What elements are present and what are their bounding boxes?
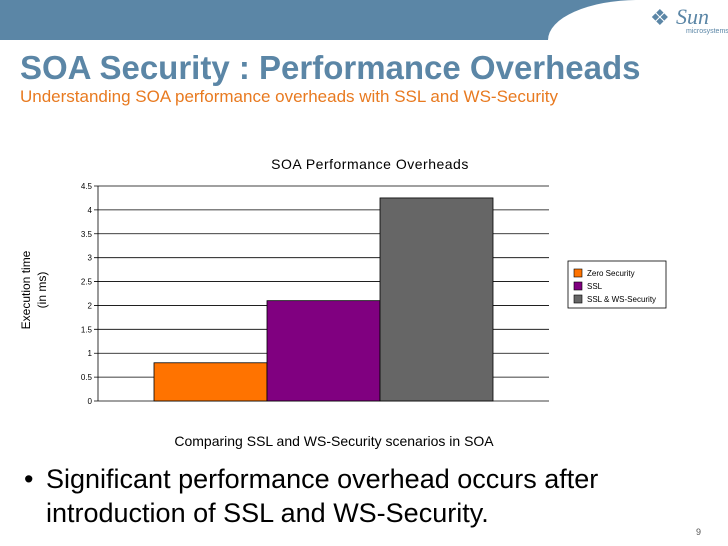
y-tick-label: 4	[88, 206, 93, 215]
legend-swatch	[573, 281, 583, 291]
y-tick-labels: 0 0.5 1 1.5 2 2.5 3 3.5 4 4.5	[81, 182, 93, 406]
logo-tagline: microsystems	[686, 28, 728, 35]
bullet-dot: •	[24, 464, 34, 494]
bar-ssl-ws-security	[379, 197, 494, 402]
y-axis-label-line-1: Execution time	[19, 250, 33, 329]
legend-label: Zero Security	[587, 269, 635, 278]
legend-label: SSL & WS-Security	[587, 295, 656, 304]
legend-swatch	[573, 268, 583, 278]
y-tick-label: 2.5	[81, 278, 93, 287]
sun-logo-icon: ❖	[650, 6, 670, 31]
y-tick-label: 1.5	[81, 325, 93, 334]
y-tick-label: 0	[88, 397, 93, 406]
y-tick-label: 3.5	[81, 230, 93, 239]
bar-zero-security	[153, 362, 268, 402]
y-tick-label: 0.5	[81, 373, 93, 382]
x-axis-label: Comparing SSL and WS-Security scenarios …	[174, 433, 494, 449]
bullet-text: Significant performance overhead occurs …	[46, 464, 599, 528]
y-tick-label: 3	[88, 254, 93, 263]
performance-chart: 0 0.5 1 1.5 2 2.5 3 3.5 4 4.5 SOA Performance Ove…	[19, 156, 667, 449]
chart-bars	[153, 197, 494, 402]
y-axis-label-line-2: (in ms)	[35, 272, 49, 309]
bar-ssl	[266, 300, 381, 402]
sun-logo: ❖ Sun microsystems	[648, 4, 728, 40]
legend-label: SSL	[587, 282, 603, 291]
chart-legend: Zero Security SSL SSL & WS-Security	[567, 260, 667, 309]
page-number: 9	[696, 527, 702, 537]
y-tick-label: 2	[88, 301, 93, 310]
legend-box	[567, 260, 667, 309]
y-tick-label: 4.5	[81, 182, 93, 191]
slide-subtitle: Understanding SOA performance overheads …	[20, 87, 558, 106]
legend-swatch	[573, 294, 583, 304]
logo-brand: Sun	[676, 4, 709, 29]
chart-title: SOA Performance Overheads	[271, 156, 469, 172]
slide-title: SOA Security : Performance Overheads	[20, 49, 641, 86]
y-tick-label: 1	[88, 349, 93, 358]
header-band	[0, 0, 728, 40]
